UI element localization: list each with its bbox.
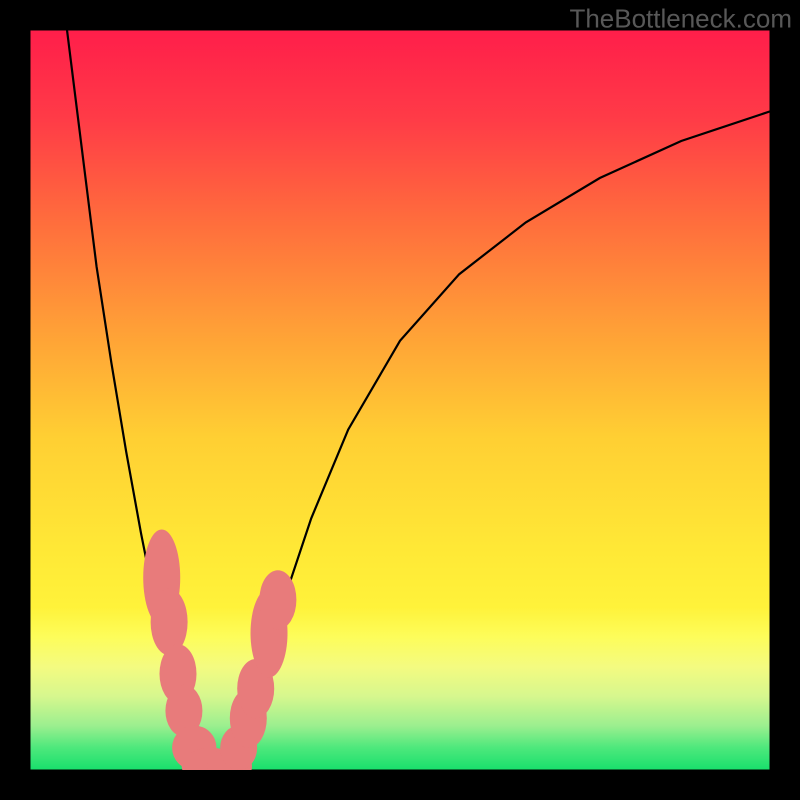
chart-svg: TheBottleneck.com: [0, 0, 800, 800]
marker-blob: [259, 570, 296, 629]
chart-container: TheBottleneck.com: [0, 0, 800, 800]
watermark-text: TheBottleneck.com: [569, 3, 792, 33]
plot-area: [30, 30, 770, 770]
